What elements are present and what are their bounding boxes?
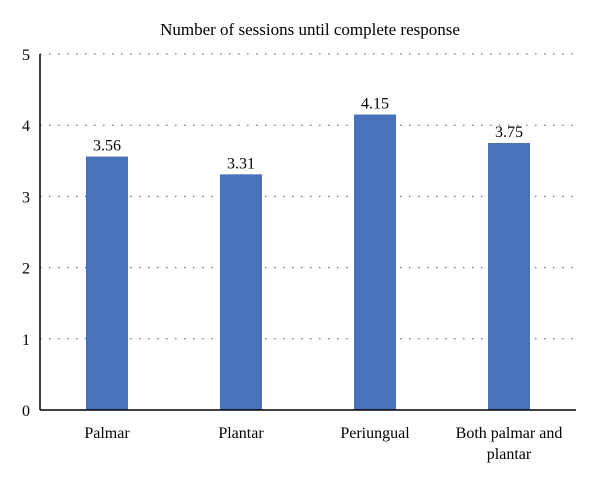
x-tick-labels: Palmar Plantar Periungual Both palmar and pl…	[84, 425, 562, 463]
data-label: 4.15	[361, 96, 389, 113]
x-tick-label: Plantar	[218, 425, 264, 442]
y-tick-labels: 0 1 2 3 4 5	[22, 47, 30, 420]
data-labels: 3.56 3.31 4.15 3.75	[93, 96, 523, 173]
y-tick-label: 5	[22, 47, 30, 64]
y-tick-label: 3	[22, 189, 30, 206]
chart-title: Number of sessions until complete respon…	[160, 20, 460, 39]
bar	[86, 156, 128, 410]
x-tick-label: Both palmar and plantar	[456, 425, 563, 463]
bar	[354, 114, 396, 411]
data-label: 3.56	[93, 138, 121, 155]
x-tick-label: Palmar	[84, 425, 130, 442]
data-label: 3.75	[495, 124, 523, 141]
bars	[86, 114, 530, 411]
x-tick-label: Periungual	[340, 425, 410, 442]
bar	[488, 143, 530, 410]
y-tick-label: 0	[22, 403, 30, 420]
y-tick-label: 1	[22, 332, 30, 349]
y-tick-label: 4	[22, 118, 30, 135]
data-label: 3.31	[227, 155, 255, 172]
axes	[39, 54, 576, 411]
y-tick-label: 2	[22, 261, 30, 278]
bar	[220, 174, 262, 410]
